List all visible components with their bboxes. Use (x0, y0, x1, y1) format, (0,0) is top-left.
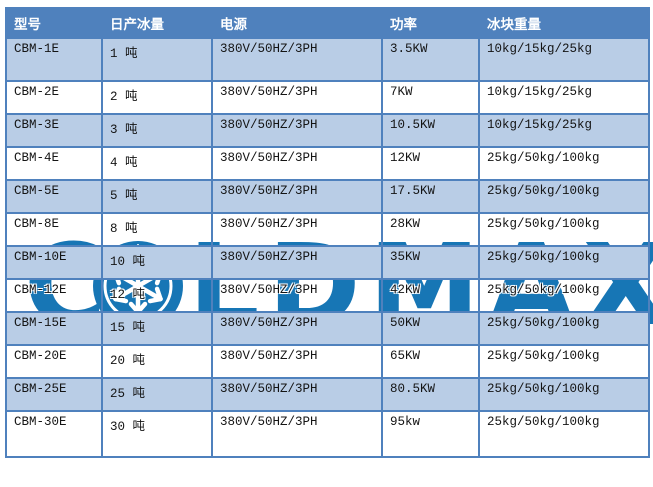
cell-ice-weight: 10kg/15kg/25kg (478, 37, 650, 82)
cell-model: CBM-30E (5, 410, 103, 458)
cell-ice-weight: 25kg/50kg/100kg (478, 278, 650, 313)
cell-power-supply: 380V/50HZ/3PH (211, 146, 383, 181)
table-row: CBM-8E 8 吨 380V/50HZ/3PH 28KW 25kg/50kg/100k… (5, 212, 650, 247)
cell-model: CBM-5E (5, 179, 103, 214)
cell-power: 50KW (381, 311, 480, 346)
cell-power-supply: 380V/50HZ/3PH (211, 245, 383, 280)
cell-power: 28KW (381, 212, 480, 247)
cell-power: 3.5KW (381, 37, 480, 82)
cell-daily-ice: 8 吨 (101, 212, 213, 247)
cell-ice-weight: 25kg/50kg/100kg (478, 146, 650, 181)
cell-model: CBM-15E (5, 311, 103, 346)
cell-power-supply: 380V/50HZ/3PH (211, 179, 383, 214)
cell-power-supply: 380V/50HZ/3PH (211, 344, 383, 379)
cell-daily-ice: 30 吨 (101, 410, 213, 458)
cell-daily-ice: 1 吨 (101, 37, 213, 82)
cell-power-supply: 380V/50HZ/3PH (211, 80, 383, 115)
cell-model: CBM-3E (5, 113, 103, 148)
cell-model: CBM-8E (5, 212, 103, 247)
cell-daily-ice: 5 吨 (101, 179, 213, 214)
cell-model: CBM-10E (5, 245, 103, 280)
cell-power: 12KW (381, 146, 480, 181)
cell-ice-weight: 25kg/50kg/100kg (478, 410, 650, 458)
header-row: 型号 日产冰量 电源 功率 冰块重量 (5, 7, 650, 39)
cell-power-supply: 380V/50HZ/3PH (211, 377, 383, 412)
cell-model: CBM-12E (5, 278, 103, 313)
spec-table-body: CBM-1E 1 吨 380V/50HZ/3PH 3.5KW 10kg/15kg/25k… (5, 37, 650, 458)
table-row: CBM-3E 3 吨 380V/50HZ/3PH 10.5KW 10kg/15kg/25… (5, 113, 650, 148)
column-header-daily-ice: 日产冰量 (101, 7, 213, 39)
table-row: CBM-2E 2 吨 380V/50HZ/3PH 7KW 10kg/15kg/25kg (5, 80, 650, 115)
cell-power-supply: 380V/50HZ/3PH (211, 212, 383, 247)
cell-ice-weight: 25kg/50kg/100kg (478, 245, 650, 280)
table-row: CBM-25E 25 吨 380V/50HZ/3PH 80.5KW 25kg/50kg/… (5, 377, 650, 412)
table-row: CBM-15E 15 吨 380V/50HZ/3PH 50KW 25kg/50kg/10… (5, 311, 650, 346)
cell-power: 35KW (381, 245, 480, 280)
column-header-power-supply: 电源 (211, 7, 383, 39)
cell-power: 10.5KW (381, 113, 480, 148)
spec-table: 型号 日产冰量 电源 功率 冰块重量 CBM-1E 1 吨 380V/50HZ/3P… (5, 7, 650, 458)
cell-daily-ice: 4 吨 (101, 146, 213, 181)
cell-model: CBM-25E (5, 377, 103, 412)
cell-ice-weight: 10kg/15kg/25kg (478, 113, 650, 148)
table-row: CBM-12E 12 吨 380V/50HZ/3PH 42KW 25kg/50kg/10… (5, 278, 650, 313)
cell-ice-weight: 10kg/15kg/25kg (478, 80, 650, 115)
column-header-model: 型号 (5, 7, 103, 39)
cell-ice-weight: 25kg/50kg/100kg (478, 344, 650, 379)
cell-daily-ice: 3 吨 (101, 113, 213, 148)
cell-model: CBM-2E (5, 80, 103, 115)
cell-ice-weight: 25kg/50kg/100kg (478, 311, 650, 346)
cell-power: 95kw (381, 410, 480, 458)
cell-daily-ice: 20 吨 (101, 344, 213, 379)
table-row: CBM-10E 10 吨 380V/50HZ/3PH 35KW 25kg/50kg/10… (5, 245, 650, 280)
table-row: CBM-5E 5 吨 380V/50HZ/3PH 17.5KW 25kg/50kg/10… (5, 179, 650, 214)
cell-model: CBM-1E (5, 37, 103, 82)
cell-daily-ice: 12 吨 (101, 278, 213, 313)
table-row: CBM-1E 1 吨 380V/50HZ/3PH 3.5KW 10kg/15kg/25k… (5, 37, 650, 82)
cell-ice-weight: 25kg/50kg/100kg (478, 377, 650, 412)
cell-power: 65KW (381, 344, 480, 379)
cell-power-supply: 380V/50HZ/3PH (211, 37, 383, 82)
table-row: CBM-4E 4 吨 380V/50HZ/3PH 12KW 25kg/50kg/100k… (5, 146, 650, 181)
cell-power-supply: 380V/50HZ/3PH (211, 410, 383, 458)
table-row: CBM-20E 20 吨 380V/50HZ/3PH 65KW 25kg/50kg/10… (5, 344, 650, 379)
cell-daily-ice: 10 吨 (101, 245, 213, 280)
cell-model: CBM-4E (5, 146, 103, 181)
cell-power: 7KW (381, 80, 480, 115)
cell-model: CBM-20E (5, 344, 103, 379)
cell-ice-weight: 25kg/50kg/100kg (478, 212, 650, 247)
cell-daily-ice: 25 吨 (101, 377, 213, 412)
cell-power: 17.5KW (381, 179, 480, 214)
cell-daily-ice: 15 吨 (101, 311, 213, 346)
cell-daily-ice: 2 吨 (101, 80, 213, 115)
cell-power-supply: 380V/50HZ/3PH (211, 311, 383, 346)
cell-ice-weight: 25kg/50kg/100kg (478, 179, 650, 214)
table-row: CBM-30E 30 吨 380V/50HZ/3PH 95kw 25kg/50kg/10… (5, 410, 650, 458)
column-header-power: 功率 (381, 7, 480, 39)
cell-power-supply: 380V/50HZ/3PH (211, 278, 383, 313)
cell-power: 80.5KW (381, 377, 480, 412)
cell-power-supply: 380V/50HZ/3PH (211, 113, 383, 148)
cell-power: 42KW (381, 278, 480, 313)
column-header-ice-block-weight: 冰块重量 (478, 7, 650, 39)
